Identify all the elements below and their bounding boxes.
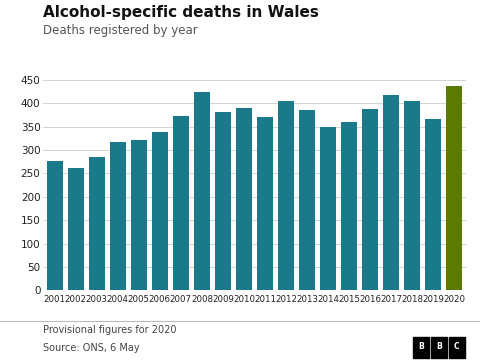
Text: C: C: [454, 342, 459, 351]
Bar: [404, 101, 420, 290]
Bar: [47, 161, 63, 290]
Bar: [236, 108, 252, 290]
Bar: [152, 132, 168, 290]
Bar: [131, 140, 147, 290]
Text: B: B: [418, 342, 424, 351]
Text: Deaths registered by year: Deaths registered by year: [43, 24, 198, 37]
Bar: [173, 116, 189, 290]
Bar: [278, 101, 294, 290]
Bar: [68, 168, 84, 290]
Bar: [89, 157, 105, 290]
Bar: [109, 142, 126, 290]
Bar: [299, 110, 315, 290]
Bar: [320, 127, 336, 290]
Bar: [193, 91, 210, 290]
Bar: [446, 86, 462, 290]
Bar: [362, 109, 378, 290]
FancyBboxPatch shape: [448, 337, 465, 358]
Text: Source: ONS, 6 May: Source: ONS, 6 May: [43, 343, 140, 353]
Text: Provisional figures for 2020: Provisional figures for 2020: [43, 325, 177, 335]
Bar: [257, 117, 273, 290]
Text: Alcohol-specific deaths in Wales: Alcohol-specific deaths in Wales: [43, 5, 319, 20]
Bar: [215, 112, 231, 290]
FancyBboxPatch shape: [431, 337, 447, 358]
Bar: [383, 95, 399, 290]
Bar: [341, 122, 357, 290]
Bar: [425, 119, 441, 290]
Text: B: B: [436, 342, 442, 351]
FancyBboxPatch shape: [413, 337, 429, 358]
